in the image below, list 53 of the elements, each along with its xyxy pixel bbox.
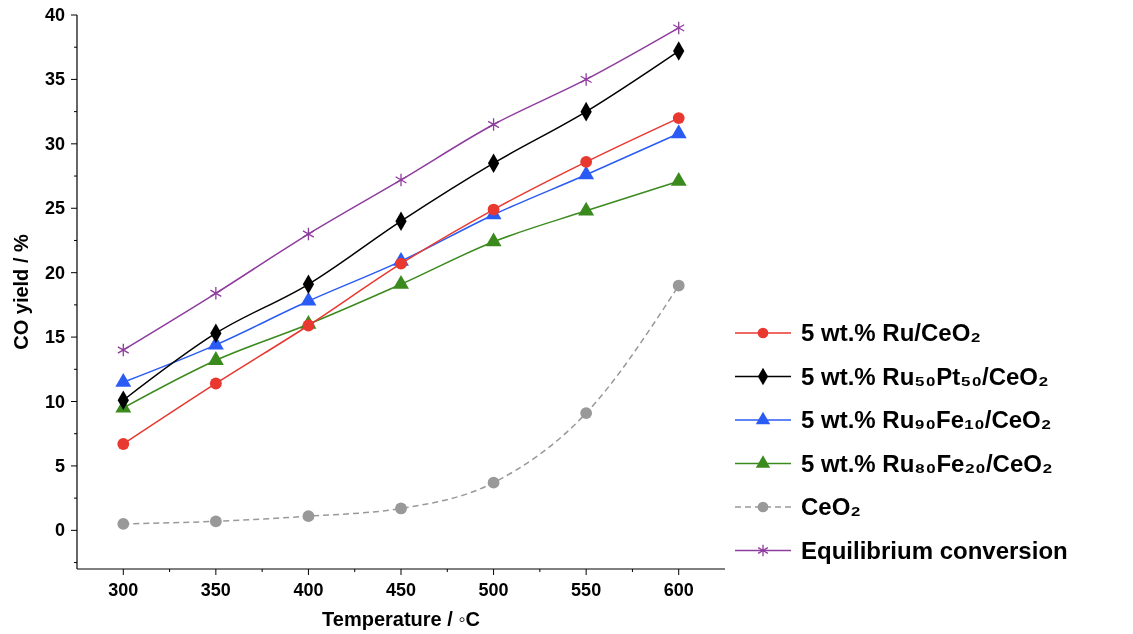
- y-tick-label: 40: [44, 5, 65, 25]
- point: [300, 291, 317, 306]
- y-tick-label: 20: [44, 262, 65, 283]
- point: [670, 124, 687, 139]
- legend-label: 5 wt.% Ru/CeO₂: [801, 319, 982, 346]
- point: [580, 72, 593, 87]
- legend-label: Equilibrium conversion: [801, 536, 1068, 564]
- x-tick-label: 600: [663, 580, 694, 600]
- point: [302, 227, 315, 241]
- point: [395, 502, 407, 515]
- legend-label: 5 wt.% Ru₈₀Fe₂₀/CeO₂: [801, 449, 1053, 477]
- point: [578, 165, 595, 180]
- x-tick-label: 550: [571, 580, 602, 600]
- x-tick-label: 400: [293, 580, 324, 600]
- y-axis-title: CO yield / %: [10, 233, 32, 350]
- x-tick-label: 350: [200, 580, 231, 600]
- legend-label: 5 wt.% Ru₉₀Fe₁₀/CeO₂: [801, 406, 1052, 433]
- point: [302, 510, 315, 523]
- y-tick-label: 0: [54, 520, 65, 541]
- legend-label: CeO₂: [801, 493, 862, 520]
- point: [393, 275, 409, 289]
- x-tick-label: 500: [478, 580, 509, 600]
- point: [209, 515, 222, 528]
- point: [117, 518, 130, 530]
- y-tick-label: 25: [44, 198, 65, 219]
- y-tick-label: 15: [44, 327, 65, 348]
- y-tick-label: 30: [44, 133, 65, 154]
- point: [207, 351, 224, 365]
- point: [487, 476, 500, 489]
- x-tick-label: 300: [108, 580, 139, 600]
- point: [302, 319, 315, 332]
- point: [117, 343, 130, 357]
- point: [672, 279, 685, 292]
- point: [487, 203, 500, 216]
- point: [487, 117, 500, 132]
- y-tick-label: 5: [54, 455, 65, 476]
- y-tick-label: 35: [44, 69, 65, 90]
- x-axis-title: Temperature / ◦C: [322, 608, 480, 630]
- x-tick-label: 450: [385, 580, 417, 600]
- point: [672, 112, 685, 124]
- point: [580, 155, 593, 168]
- point: [578, 201, 595, 216]
- point: [580, 407, 593, 420]
- point: [485, 232, 502, 247]
- legend-label: 5 wt.% Ru₅₀Pt₅₀/CeO₂: [801, 362, 1049, 390]
- y-tick-label: 10: [44, 391, 65, 412]
- point: [209, 377, 222, 390]
- point: [394, 173, 408, 187]
- point: [117, 438, 130, 450]
- point: [672, 20, 685, 35]
- point: [395, 257, 407, 270]
- point: [209, 286, 222, 301]
- point: [670, 172, 687, 186]
